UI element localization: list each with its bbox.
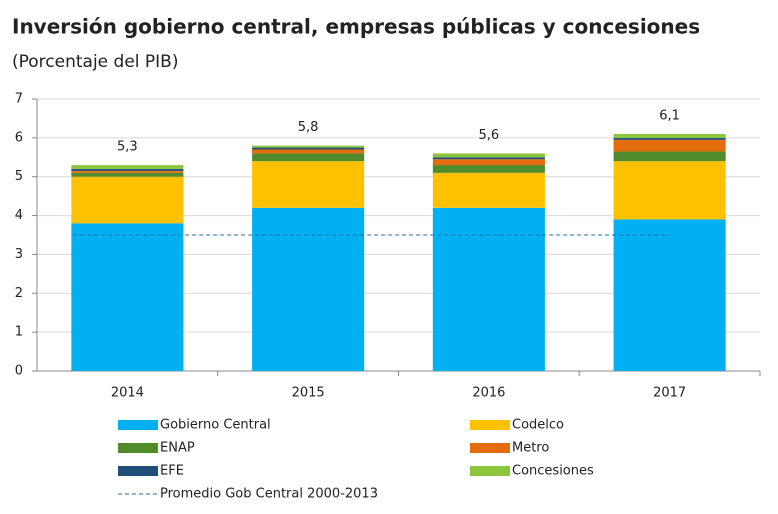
- legend-swatch: [470, 443, 510, 453]
- chart-title: Inversión gobierno central, empresas púb…: [12, 15, 700, 39]
- bar-segment: [252, 161, 365, 208]
- bar-segment: [252, 207, 365, 371]
- chart-subtitle: (Porcentaje del PIB): [12, 52, 178, 72]
- bar-segment: [71, 170, 184, 173]
- bar-segment: [432, 159, 545, 166]
- bar-segment: [252, 149, 365, 154]
- legend-label: Codelco: [512, 418, 564, 433]
- y-tick-label: 6: [15, 130, 23, 145]
- x-tick-label: 2017: [653, 386, 686, 401]
- bar-segment: [71, 176, 184, 224]
- bar-segment: [71, 165, 184, 169]
- bar-segment: [613, 139, 726, 152]
- x-tick-label: 2016: [472, 386, 505, 401]
- bar-segment: [432, 172, 545, 208]
- legend-label: Metro: [512, 441, 549, 456]
- total-label: 5,6: [479, 128, 500, 143]
- y-tick-label: 2: [15, 286, 23, 301]
- total-label: 6,1: [659, 108, 680, 123]
- y-tick-label: 7: [15, 92, 23, 107]
- bar-segment: [71, 172, 184, 177]
- y-tick-label: 4: [15, 208, 23, 223]
- legend-label: Concesiones: [512, 464, 594, 479]
- bar-segment: [613, 151, 726, 162]
- y-tick-label: 5: [15, 169, 23, 184]
- total-label: 5,3: [117, 140, 138, 155]
- legend-label: EFE: [160, 464, 184, 479]
- legend-swatch: [118, 420, 158, 430]
- legend-swatch: [118, 443, 158, 453]
- bar-segment: [432, 153, 545, 158]
- bar-segment: [613, 161, 726, 220]
- y-tick-label: 3: [15, 247, 23, 262]
- legend-swatch: [470, 466, 510, 476]
- bar-segment: [432, 165, 545, 173]
- bar-segment: [613, 219, 726, 371]
- total-label: 5,8: [298, 120, 319, 135]
- legend-label: Promedio Gob Central 2000-2013: [160, 487, 378, 502]
- bar-segment: [71, 223, 184, 371]
- bar-segment: [432, 207, 545, 371]
- legend-label: Gobierno Central: [160, 418, 271, 433]
- legend-swatch: [118, 466, 158, 476]
- bar-segment: [613, 133, 726, 138]
- legend-swatch: [470, 420, 510, 430]
- legend-label: ENAP: [160, 441, 195, 456]
- x-tick-label: 2014: [111, 386, 144, 401]
- y-tick-label: 0: [15, 364, 23, 379]
- bar-segment: [613, 137, 726, 140]
- bar-segment: [432, 157, 545, 160]
- bar-segment: [252, 153, 365, 162]
- bar-segment: [71, 168, 184, 171]
- bar-segment: [252, 145, 365, 148]
- y-tick-label: 1: [15, 325, 23, 340]
- x-tick-label: 2015: [292, 386, 325, 401]
- bar-segment: [252, 147, 365, 150]
